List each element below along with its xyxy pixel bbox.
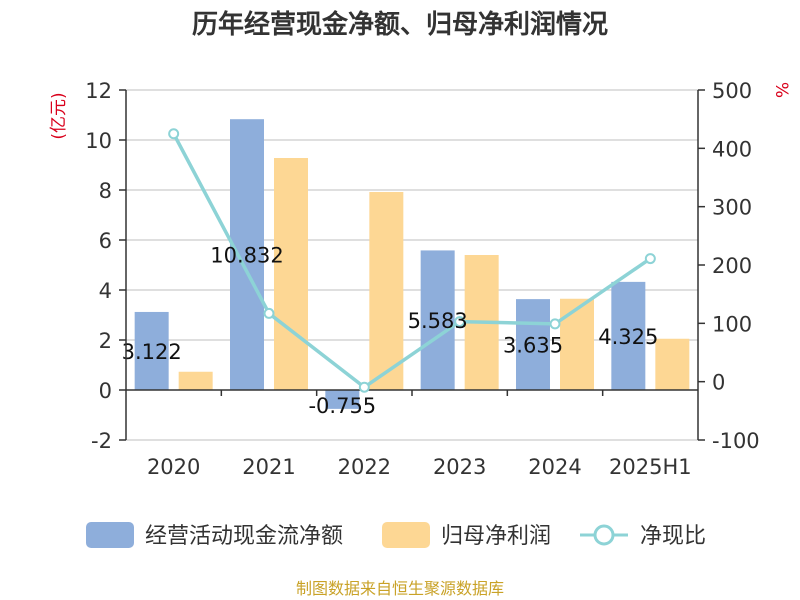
point-cash-ratio — [549, 318, 561, 330]
legend: 经营活动现金流净额 归母净利润 净现比 — [86, 522, 706, 549]
bar-net-profit — [178, 371, 213, 390]
left-axis-unit: (亿元) — [49, 92, 69, 139]
bar-net-profit — [369, 192, 404, 390]
left-axis-tick-label: 0 — [99, 379, 112, 403]
grid-lines — [126, 89, 698, 441]
axes: -2 0 2 4 6 8 10 12 -100 0 100 200 300 400 500 2020 2021 2… — [85, 79, 759, 479]
left-axis-tick-label: 4 — [99, 279, 112, 303]
line-series — [168, 128, 656, 393]
bar-operating-cash-flow — [230, 119, 264, 390]
bars — [134, 119, 690, 409]
data-label-operating-cash-flow: 5.583 — [408, 309, 468, 333]
legend-label-cash-ratio: 净现比 — [640, 524, 706, 549]
left-axis-tick-label: 10 — [85, 129, 112, 153]
line-cash-ratio — [172, 132, 652, 390]
data-label-operating-cash-flow: -0.755 — [308, 394, 376, 418]
bar-net-profit — [655, 338, 690, 390]
bar-net-profit — [560, 298, 594, 390]
point-cash-ratio — [263, 307, 275, 319]
right-axis-tick-label: -100 — [712, 429, 760, 453]
point-cash-ratio — [358, 381, 370, 393]
left-axis-tick-label: 2 — [99, 329, 112, 353]
right-axis-tick-label: 0 — [712, 371, 725, 395]
bar-operating-cash-flow — [420, 250, 455, 390]
right-axis-tick-label: 200 — [712, 254, 752, 278]
x-axis-category-label: 2024 — [528, 455, 581, 479]
right-axis-tick-label: 300 — [712, 196, 752, 220]
data-labels: 3.122 10.832 -0.755 5.583 3.635 4.325 — [122, 244, 659, 418]
bar-net-profit — [274, 158, 308, 390]
left-axis-tick-label: 6 — [99, 229, 112, 253]
right-axis-tick-label: 100 — [712, 312, 752, 336]
x-axis-category-label: 2022 — [338, 455, 391, 479]
left-axis-tick-label: 12 — [85, 79, 112, 103]
data-label-operating-cash-flow: 3.635 — [503, 334, 563, 358]
bar-operating-cash-flow — [611, 281, 646, 390]
right-axis-tick-label: 500 — [712, 79, 752, 103]
right-axis-unit: % — [771, 82, 791, 98]
x-axis-category-label: 2025H1 — [609, 455, 692, 479]
chart-title: 历年经营现金净额、归母净利润情况 — [192, 9, 608, 40]
legend-label-operating-cash-flow: 经营活动现金流净额 — [145, 524, 343, 549]
right-axis-tick-label: 400 — [712, 137, 752, 161]
legend-marker-cash-ratio — [593, 524, 615, 546]
x-axis-category-label: 2023 — [433, 455, 486, 479]
legend-swatch-net-profit — [382, 522, 430, 548]
data-label-operating-cash-flow: 10.832 — [210, 244, 283, 268]
bar-operating-cash-flow — [134, 311, 169, 390]
point-cash-ratio — [168, 128, 180, 140]
point-cash-ratio — [454, 316, 466, 328]
x-axis-category-label: 2020 — [147, 455, 200, 479]
data-label-operating-cash-flow: 3.122 — [122, 340, 182, 364]
left-axis-tick-label: -2 — [91, 429, 112, 453]
point-cash-ratio — [644, 253, 656, 265]
left-axis-tick-label: 8 — [99, 179, 112, 203]
legend-label-net-profit: 归母净利润 — [441, 524, 551, 549]
zero-line-group — [126, 389, 698, 396]
source-text: 制图数据来自恒生聚源数据库 — [296, 579, 504, 598]
data-label-operating-cash-flow: 4.325 — [598, 325, 658, 349]
x-axis-category-label: 2021 — [242, 455, 295, 479]
legend-swatch-operating-cash-flow — [86, 522, 134, 548]
bar-operating-cash-flow — [325, 390, 360, 409]
bar-operating-cash-flow — [516, 299, 550, 390]
